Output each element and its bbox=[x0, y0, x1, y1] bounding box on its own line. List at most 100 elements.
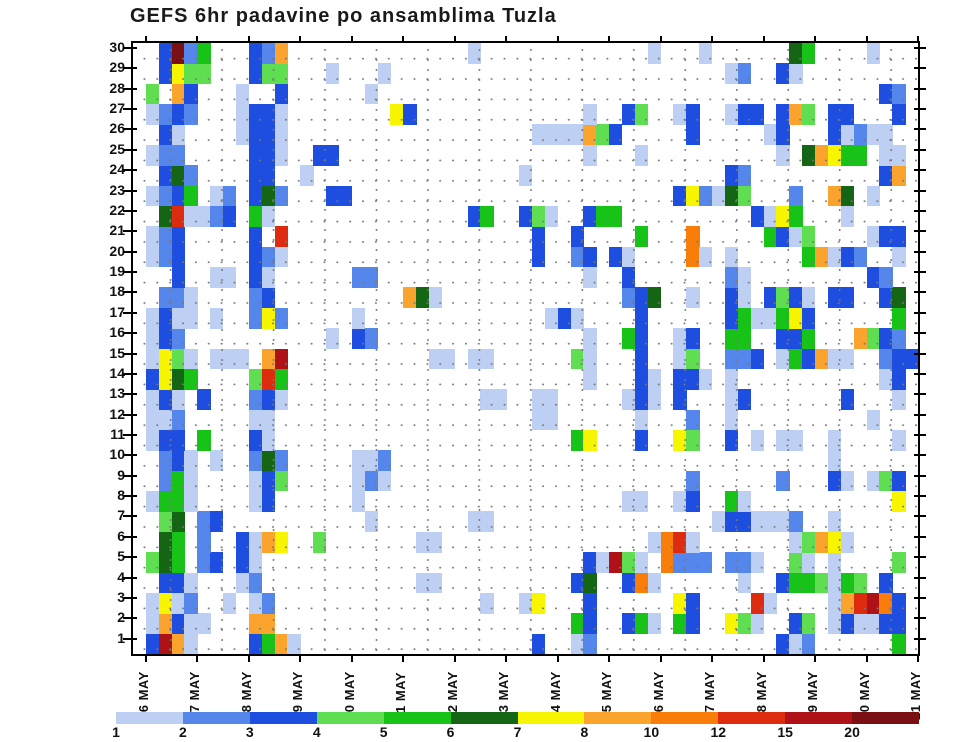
heatmap-cell bbox=[570, 348, 584, 370]
heatmap-cell bbox=[866, 185, 880, 207]
y-axis-label: 29 bbox=[109, 59, 125, 76]
heatmap-cell bbox=[673, 531, 687, 553]
heatmap-cell bbox=[145, 491, 160, 512]
x-axis-tick bbox=[247, 654, 250, 662]
y-axis-tick bbox=[123, 291, 137, 294]
heatmap-cell bbox=[184, 287, 198, 309]
heatmap-cell bbox=[866, 470, 880, 492]
y-axis-tick bbox=[914, 250, 926, 253]
heatmap-cell bbox=[274, 43, 288, 64]
heatmap-cell bbox=[673, 491, 687, 512]
heatmap-cell bbox=[750, 429, 764, 451]
heatmap-cell bbox=[184, 307, 198, 329]
heatmap-cell bbox=[158, 307, 172, 329]
x-axis-tick-top bbox=[299, 36, 302, 41]
heatmap-cell bbox=[776, 144, 790, 166]
y-axis-tick bbox=[914, 230, 926, 233]
heatmap-cell bbox=[364, 470, 378, 492]
y-axis-label: 30 bbox=[109, 39, 125, 55]
heatmap-cell bbox=[827, 246, 842, 268]
heatmap-cell bbox=[274, 185, 288, 207]
y-axis-label: 15 bbox=[109, 344, 125, 361]
heatmap-cell bbox=[789, 205, 803, 227]
y-axis-tick bbox=[914, 108, 926, 111]
precip-colorbar bbox=[116, 712, 920, 724]
heatmap-cell bbox=[531, 633, 546, 655]
heatmap-cell bbox=[210, 511, 224, 533]
y-axis-tick bbox=[914, 596, 926, 599]
heatmap-cell bbox=[364, 511, 378, 533]
heatmap-cell bbox=[158, 531, 172, 553]
heatmap-cell bbox=[699, 552, 713, 573]
heatmap-cell bbox=[840, 531, 855, 553]
y-axis-tick bbox=[123, 495, 137, 498]
heatmap-cell bbox=[737, 491, 752, 512]
heatmap-cell bbox=[840, 144, 855, 166]
heatmap-cell bbox=[647, 572, 662, 594]
heatmap-cell bbox=[248, 144, 263, 166]
x-axis-tick bbox=[196, 654, 199, 662]
heatmap-cell bbox=[583, 124, 597, 146]
heatmap-cell bbox=[789, 104, 803, 125]
heatmap-cell bbox=[364, 328, 378, 349]
heatmap-cell bbox=[210, 307, 224, 329]
heatmap-cell bbox=[377, 470, 391, 492]
heatmap-cell bbox=[158, 205, 172, 227]
heatmap-cell bbox=[171, 246, 185, 268]
heatmap-cell bbox=[724, 552, 739, 573]
heatmap-cell bbox=[622, 491, 636, 512]
y-axis-tick bbox=[914, 433, 926, 436]
x-axis-tick bbox=[659, 654, 662, 662]
heatmap-cell bbox=[827, 348, 842, 370]
heatmap-cell bbox=[248, 226, 263, 248]
heatmap-cell bbox=[171, 470, 185, 492]
colorbar-tick-label: 12 bbox=[710, 724, 727, 740]
heatmap-cell bbox=[647, 287, 662, 309]
heatmap-cell bbox=[326, 144, 340, 166]
heatmap-cell bbox=[171, 43, 185, 64]
y-axis-label: 11 bbox=[110, 425, 125, 442]
heatmap-cell bbox=[879, 144, 893, 166]
heatmap-cell bbox=[313, 144, 327, 166]
heatmap-cell bbox=[248, 613, 263, 635]
y-axis-tick bbox=[914, 637, 926, 640]
heatmap-cell bbox=[184, 491, 198, 512]
heatmap-cell bbox=[274, 348, 288, 370]
heatmap-cell bbox=[737, 511, 752, 533]
y-axis-tick bbox=[123, 271, 137, 274]
heatmap-cell bbox=[145, 83, 160, 105]
heatmap-cell bbox=[248, 633, 263, 655]
x-axis-tick bbox=[299, 654, 302, 662]
heatmap-cell bbox=[235, 104, 250, 125]
heatmap-cell bbox=[686, 592, 700, 614]
heatmap-cell bbox=[634, 368, 649, 390]
heatmap-cell bbox=[223, 267, 237, 288]
heatmap-cell bbox=[776, 205, 790, 227]
y-axis-tick bbox=[123, 87, 137, 90]
heatmap-cell bbox=[171, 389, 185, 410]
heatmap-cell bbox=[827, 592, 842, 614]
heatmap-cell bbox=[145, 633, 160, 655]
x-axis-tick-top bbox=[402, 36, 405, 41]
heatmap-cell bbox=[210, 450, 224, 472]
y-axis-tick bbox=[914, 67, 926, 70]
y-axis-label: 19 bbox=[109, 263, 125, 280]
heatmap-cell bbox=[158, 470, 172, 492]
heatmap-cell bbox=[686, 368, 700, 390]
y-axis-tick bbox=[123, 47, 137, 49]
heatmap-cell bbox=[583, 246, 597, 268]
heatmap-cell bbox=[634, 287, 649, 309]
heatmap-cell bbox=[531, 205, 546, 227]
heatmap-cell bbox=[210, 185, 224, 207]
y-axis-label: 28 bbox=[109, 79, 125, 96]
heatmap-cell bbox=[158, 43, 172, 64]
y-axis-tick bbox=[123, 169, 137, 172]
heatmap-cell bbox=[866, 592, 880, 614]
heatmap-cell bbox=[583, 613, 597, 635]
heatmap-cell bbox=[261, 450, 275, 472]
y-axis-tick bbox=[914, 332, 926, 335]
heatmap-cell bbox=[622, 246, 636, 268]
heatmap-cell bbox=[724, 348, 739, 370]
heatmap-cell bbox=[235, 552, 250, 573]
